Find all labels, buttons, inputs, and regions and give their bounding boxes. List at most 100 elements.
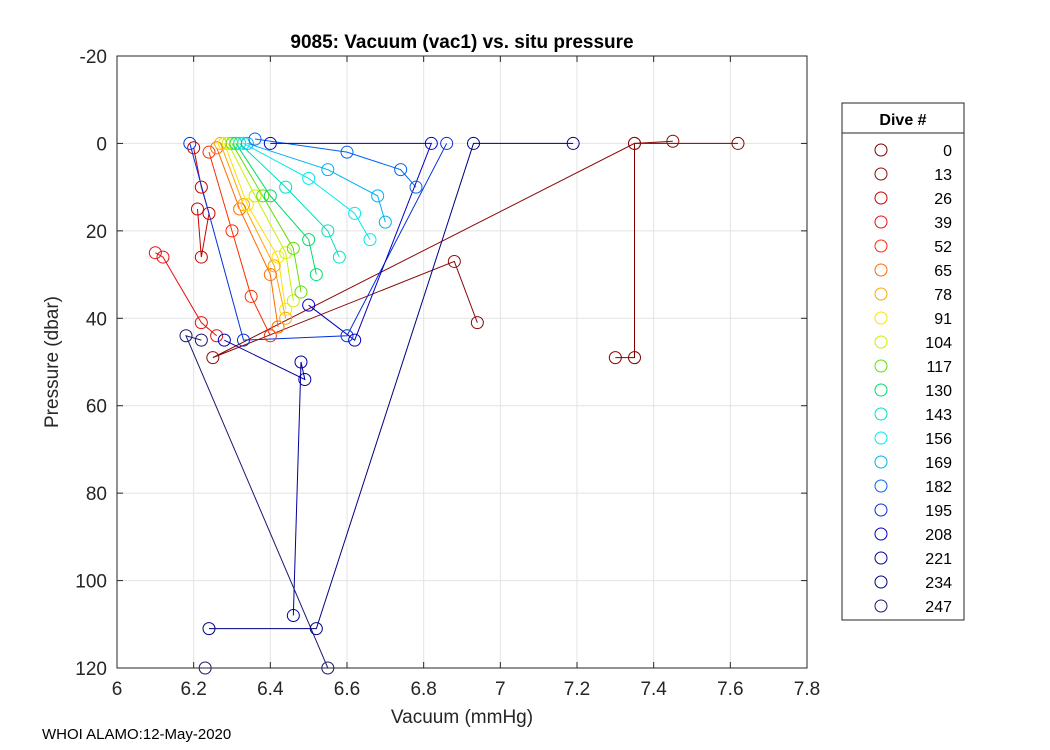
data-point-dive-78: [267, 259, 281, 273]
y-tick-label: 40: [86, 309, 107, 330]
x-tick-label: 7.8: [794, 679, 820, 700]
x-tick-label: 7.2: [564, 679, 590, 700]
data-point-dive-143: [279, 180, 293, 194]
data-point-dive-0: [731, 136, 745, 150]
legend-entries: 0 13 26 39 52 65 78 91 104 117 130 143 156 169 182 195 2…: [874, 143, 952, 616]
data-point-dive-13: [447, 254, 461, 268]
data-point-dive-156: [237, 136, 250, 150]
data-point-dive-26: [202, 206, 216, 220]
legend-label-dive-0: 0: [943, 143, 952, 160]
data-point-dive-143: [321, 224, 335, 238]
data-point-dive-13: [666, 134, 680, 148]
plot-area-background: [117, 56, 807, 668]
x-tick-label: 6.8: [410, 679, 436, 700]
y-tick-label: -20: [80, 47, 107, 68]
data-point-dive-247: [194, 333, 208, 347]
series-line-dive-130: [235, 143, 317, 275]
legend-marker-dive-221: [874, 551, 888, 565]
series-line-dive-208: [270, 142, 433, 341]
data-point-dive-52: [202, 145, 216, 159]
data-point-dive-208: [424, 136, 438, 150]
data-point-dive-65: [210, 141, 224, 155]
x-tick-label: 7.4: [640, 679, 667, 700]
legend-marker-dive-156: [874, 431, 888, 445]
series-lines: [155, 138, 738, 669]
data-point-dive-130: [309, 268, 323, 282]
legend-label-dive-169: 169: [925, 455, 952, 472]
series-line-dive-13: [212, 140, 673, 359]
legend-title: Dive #: [879, 112, 926, 129]
series-line-dive-52: [208, 152, 271, 336]
series-line-dive-39: [155, 252, 217, 337]
series-line-dive-91: [223, 143, 287, 310]
legend-label-dive-117: 117: [926, 359, 952, 376]
data-point-dive-52: [225, 224, 239, 238]
data-point-dive-26: [194, 250, 208, 264]
legend-marker-dive-117: [874, 359, 888, 373]
legend-label-dive-26: 26: [934, 191, 952, 208]
series-line-dive-221: [224, 339, 306, 616]
data-point-dive-13: [470, 316, 484, 330]
data-point-dive-208: [302, 298, 316, 312]
legend-label-dive-247: 247: [925, 599, 952, 616]
data-point-dive-0: [608, 351, 622, 365]
data-point-dive-39: [194, 316, 208, 330]
data-point-dive-39: [156, 250, 170, 264]
y-tick-label: 80: [86, 484, 107, 505]
data-point-dive-78: [279, 311, 293, 325]
y-tick-label: 0: [96, 134, 107, 155]
data-point-dive-247: [179, 329, 193, 343]
data-point-dive-156: [302, 171, 316, 185]
x-tick-label: 6.2: [180, 679, 206, 700]
legend-label-dive-195: 195: [925, 503, 952, 520]
series-line-dive-234: [209, 142, 574, 630]
series-line-dive-78: [220, 143, 287, 319]
legend-marker-dive-208: [874, 527, 888, 541]
data-point-dive-169: [371, 189, 385, 203]
data-point-dive-221: [298, 372, 312, 386]
data-point-dive-182: [248, 132, 262, 146]
data-point-dive-195: [237, 333, 250, 347]
legend-marker-dive-169: [874, 455, 888, 469]
legend-label-dive-182: 182: [925, 479, 952, 496]
x-tick-label: 6.4: [257, 679, 284, 700]
data-point-dive-65: [263, 268, 277, 282]
data-point-dive-104: [248, 189, 262, 203]
footer-stamp: WHOI ALAMO:12-May-2020: [42, 726, 232, 743]
data-point-dive-39: [210, 329, 224, 343]
data-point-dive-234: [467, 136, 480, 150]
data-point-dive-130: [263, 189, 277, 203]
x-tick-label: 7: [495, 679, 506, 700]
legend-label-dive-130: 130: [925, 383, 952, 400]
data-point-dive-182: [340, 145, 354, 159]
legend-label-dive-78: 78: [934, 287, 952, 304]
legend-marker-dive-65: [874, 263, 888, 277]
data-point-dive-39: [148, 246, 162, 260]
legend-label-dive-13: 13: [934, 167, 952, 184]
legend: Dive # 0 13 26 39 52 65 78 91 104 117 130 143 156 169…: [841, 102, 965, 621]
data-point-dive-130: [302, 233, 316, 247]
data-point-dive-234: [309, 622, 323, 636]
data-point-dive-117: [256, 189, 270, 203]
data-point-dive-0: [628, 351, 641, 365]
legend-marker-dive-26: [874, 191, 888, 205]
data-point-dive-117: [294, 285, 308, 299]
data-point-dive-65: [233, 202, 247, 216]
y-tick-label: 20: [86, 222, 107, 243]
legend-marker-dive-195: [874, 503, 888, 517]
legend-marker-dive-91: [874, 311, 888, 325]
data-point-dive-91: [240, 198, 254, 212]
data-point-dive-13: [628, 136, 641, 150]
data-point-dive-169: [240, 136, 254, 150]
legend-label-dive-104: 104: [925, 335, 952, 352]
x-tick-label: 7.6: [717, 679, 743, 700]
chart-title: 9085: Vacuum (vac1) vs. situ pressure: [290, 32, 633, 53]
data-point-dive-117: [286, 241, 300, 255]
data-point-dive-143: [332, 250, 346, 264]
data-point-dive-221: [294, 355, 308, 369]
y-tick-label: 120: [75, 659, 107, 680]
y-tick-label: 100: [75, 572, 107, 593]
x-tick-label: 6.6: [334, 679, 360, 700]
plot-area-border: [116, 55, 808, 669]
legend-label-dive-234: 234: [925, 575, 952, 592]
